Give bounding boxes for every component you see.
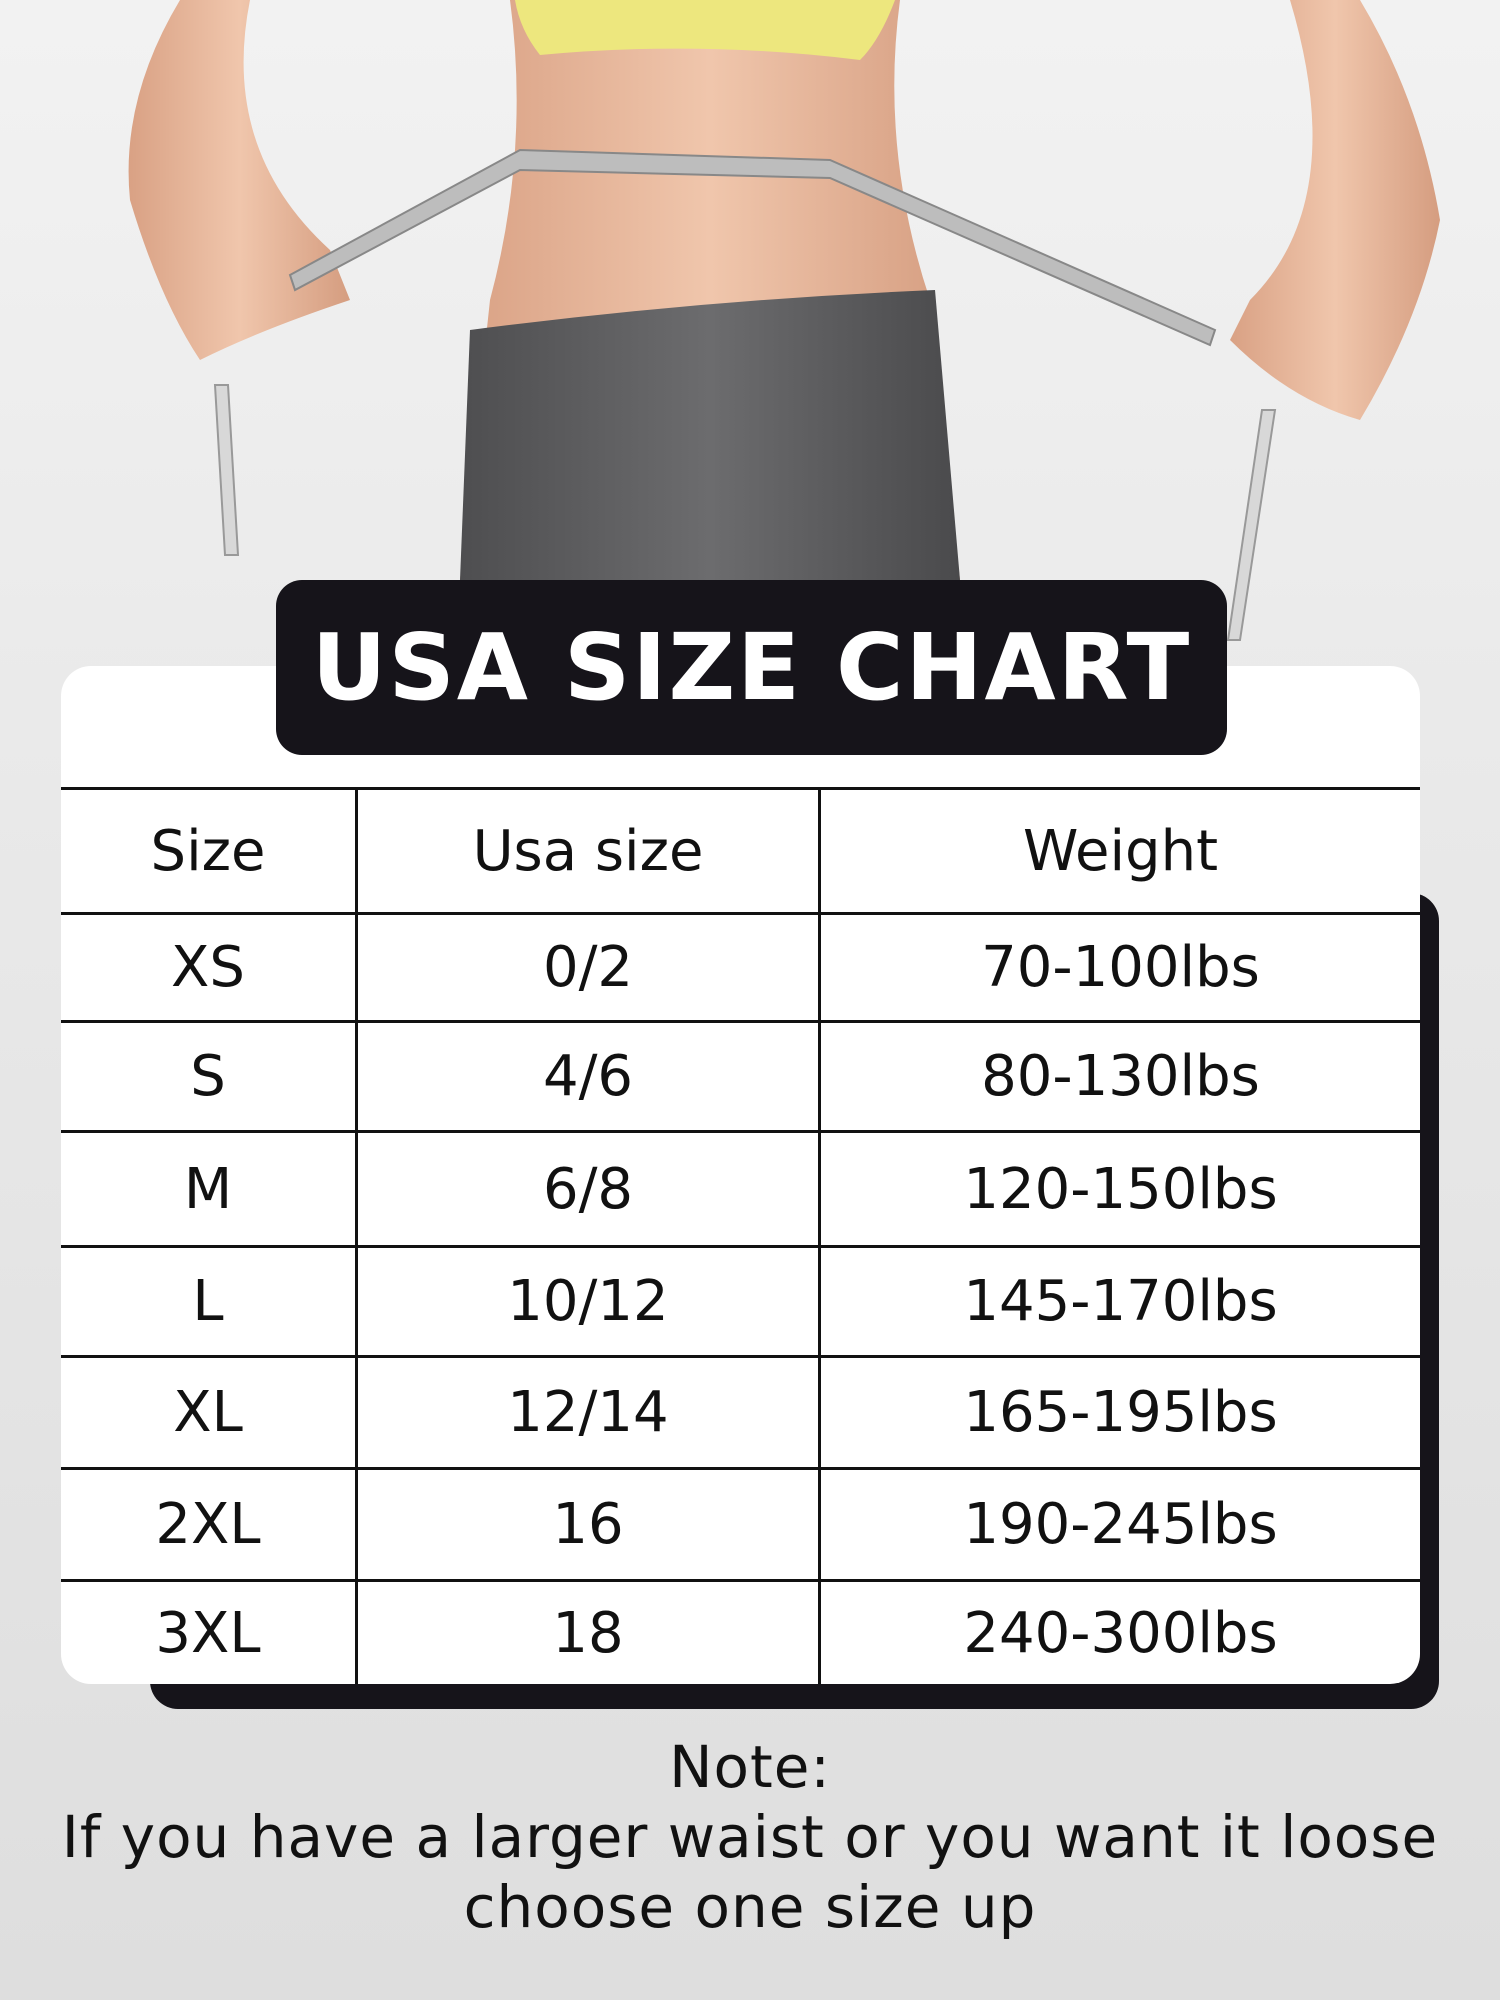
measuring-tape (288, 148, 1217, 347)
cell-weight: 145-170lbs (818, 1245, 1420, 1358)
cell-size: 3XL (61, 1579, 358, 1684)
note: Note: If you have a larger waist or you … (0, 1732, 1500, 1942)
cell-size: L (61, 1245, 358, 1358)
table-row: XL 12/14 165-195lbs (61, 1355, 1420, 1470)
table-header-row: Size Usa size Weight (61, 787, 1420, 915)
waist-measuring-photo (128, 0, 1440, 641)
cell-weight: 190-245lbs (818, 1467, 1420, 1582)
shorts (460, 290, 960, 580)
cell-usa-size: 10/12 (355, 1245, 821, 1358)
table-row: L 10/12 145-170lbs (61, 1245, 1420, 1358)
cell-size: M (61, 1130, 358, 1248)
cell-usa-size: 12/14 (355, 1355, 821, 1470)
note-line-1: If you have a larger waist or you want i… (61, 1803, 1439, 1871)
table-row: M 6/8 120-150lbs (61, 1130, 1420, 1248)
size-chart-card: Size Usa size Weight XS 0/2 70-100lbs S 4/6… (61, 666, 1420, 1684)
header-weight: Weight (818, 787, 1420, 915)
page-title: USA SIZE CHART (311, 614, 1192, 721)
cell-size: XL (61, 1355, 358, 1470)
cell-usa-size: 6/8 (355, 1130, 821, 1248)
table-row: 2XL 16 190-245lbs (61, 1467, 1420, 1582)
top (515, 0, 895, 60)
cell-usa-size: 4/6 (355, 1020, 821, 1133)
note-line-2: choose one size up (463, 1873, 1037, 1941)
left-arm (128, 0, 350, 360)
cell-usa-size: 18 (355, 1579, 821, 1684)
table-row: S 4/6 80-130lbs (61, 1020, 1420, 1133)
cell-weight: 120-150lbs (818, 1130, 1420, 1248)
cell-weight: 165-195lbs (818, 1355, 1420, 1470)
cell-weight: 70-100lbs (818, 912, 1420, 1023)
note-heading: Note: (669, 1733, 831, 1801)
header-size: Size (61, 787, 358, 915)
table-row: 3XL 18 240-300lbs (61, 1579, 1420, 1684)
size-table: Size Usa size Weight XS 0/2 70-100lbs S 4/6… (61, 787, 1420, 1684)
cell-usa-size: 16 (355, 1467, 821, 1582)
title-banner: USA SIZE CHART (276, 580, 1227, 755)
header-usa-size: Usa size (355, 787, 821, 915)
cell-size: S (61, 1020, 358, 1133)
cell-size: XS (61, 912, 358, 1023)
cell-usa-size: 0/2 (355, 912, 821, 1023)
cell-weight: 240-300lbs (818, 1579, 1420, 1684)
cell-size: 2XL (61, 1467, 358, 1582)
cell-weight: 80-130lbs (818, 1020, 1420, 1133)
right-arm (1230, 0, 1440, 420)
table-row: XS 0/2 70-100lbs (61, 912, 1420, 1023)
